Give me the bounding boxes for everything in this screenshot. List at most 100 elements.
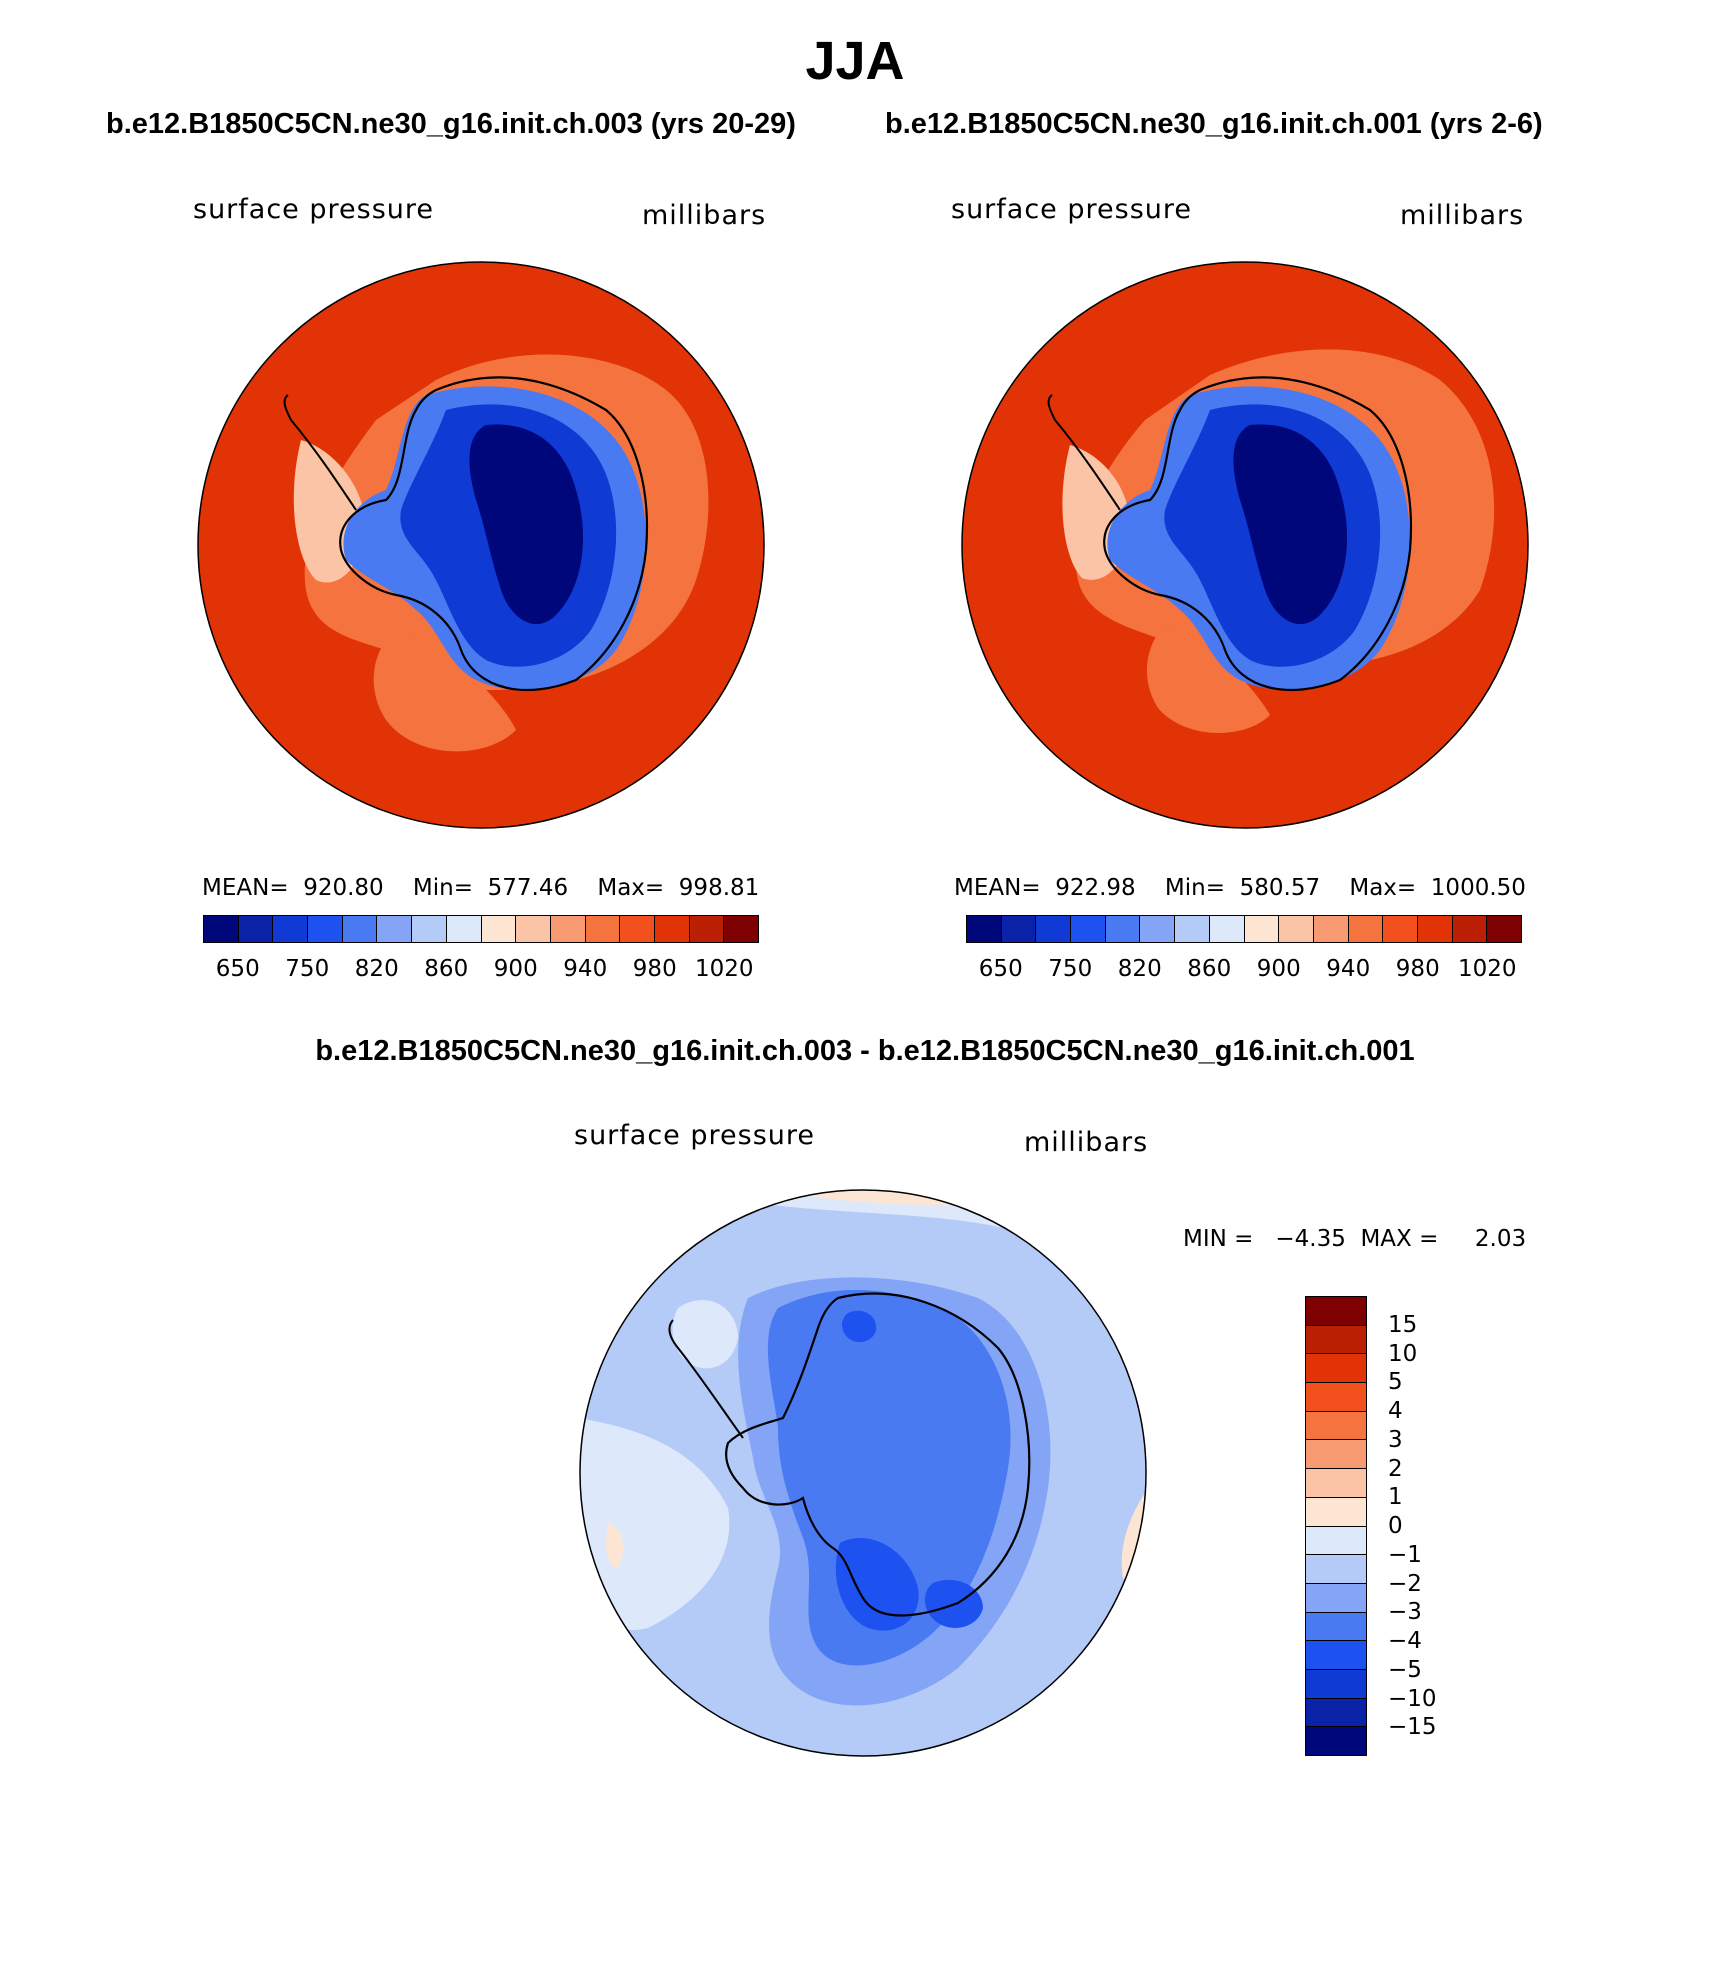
colorbar-segment <box>273 916 309 942</box>
peninsula-coastline <box>283 394 357 511</box>
panel-2-colorbar <box>966 915 1522 943</box>
colorbar-tick-label: 1020 <box>1457 956 1517 982</box>
colorbar-segment <box>689 916 725 942</box>
colorbar-tick-label: 860 <box>424 956 469 982</box>
colorbar-segment <box>1105 916 1141 942</box>
colorbar-tick-label: 900 <box>493 956 538 982</box>
colorbar-segment <box>308 916 343 942</box>
difference-darker-spot-3 <box>842 1310 877 1343</box>
difference-variable-label: surface pressure <box>574 1120 815 1151</box>
colorbar-tick-label: 900 <box>1256 956 1301 982</box>
colorbar-segment <box>1306 1469 1366 1498</box>
colorbar-segment <box>1306 1698 1366 1728</box>
colorbar-segment <box>1383 916 1418 942</box>
colorbar-tick-label: 750 <box>1048 956 1093 982</box>
colorbar-tick-label: 0 <box>1388 1513 1403 1539</box>
colorbar-segment <box>724 916 758 942</box>
colorbar-segment <box>1306 1727 1366 1755</box>
colorbar-tick-label: 1020 <box>694 956 754 982</box>
panel-1-units-label: millibars <box>642 200 767 231</box>
panel-2-units-label: millibars <box>1400 200 1525 231</box>
panel-1-colorbar-ticks: 650 750 820 860 900 940 980 1020 <box>203 956 759 982</box>
colorbar-segment <box>1313 916 1349 942</box>
colorbar-segment <box>550 916 586 942</box>
warm-ring-lobe <box>373 630 516 752</box>
panel-2-variable-label: surface pressure <box>951 194 1192 225</box>
colorbar-tick-label: 15 <box>1388 1311 1418 1338</box>
colorbar-segment <box>412 916 447 942</box>
colorbar-segment <box>481 916 517 942</box>
colorbar-tick-label: 940 <box>563 956 608 982</box>
colorbar-segment <box>620 916 655 942</box>
figure-title: JJA <box>805 31 905 91</box>
colorbar-segment <box>1306 1383 1366 1412</box>
colorbar-segment <box>1001 916 1037 942</box>
colorbar-segment <box>1209 916 1245 942</box>
difference-darker-spot-1 <box>835 1538 919 1631</box>
colorbar-segment <box>967 916 1002 942</box>
colorbar-segment <box>654 916 690 942</box>
coastline <box>1103 376 1413 692</box>
coastline <box>725 1292 1031 1617</box>
peninsula-coastline <box>668 1319 744 1439</box>
colorbar-segment <box>1306 1354 1366 1384</box>
colorbar-tick-label: 2 <box>1388 1455 1403 1482</box>
colorbar-segment <box>1348 916 1384 942</box>
panel-1-run-title: b.e12.B1850C5CN.ne30_g16.init.ch.003 (yr… <box>106 108 796 140</box>
panel-1-colorbar <box>203 915 759 943</box>
colorbar-tick-label: −15 <box>1388 1714 1437 1741</box>
colorbar-segment <box>1417 916 1453 942</box>
colorbar-segment <box>1306 1411 1366 1441</box>
panel-2-polar-map <box>961 261 1529 829</box>
colorbar-segment <box>1036 916 1072 942</box>
difference-light-region <box>580 1418 730 1630</box>
colorbar-tick-label: 650 <box>978 956 1023 982</box>
colorbar-segment <box>1452 916 1488 942</box>
colorbar-tick-label: −3 <box>1388 1599 1422 1626</box>
colorbar-segment <box>1306 1325 1366 1355</box>
colorbar-tick-label: 5 <box>1388 1369 1403 1396</box>
colorbar-segment <box>204 916 239 942</box>
colorbar-tick-label: 820 <box>354 956 399 982</box>
colorbar-tick-label: 940 <box>1326 956 1371 982</box>
panel-1-polar-map <box>197 261 765 829</box>
plateau-deep-blue <box>1233 424 1348 625</box>
colorbar-segment <box>1487 916 1521 942</box>
difference-title: b.e12.B1850C5CN.ne30_g16.init.ch.003 - b… <box>315 1035 1415 1067</box>
colorbar-segment <box>1306 1641 1366 1670</box>
colorbar-segment <box>238 916 274 942</box>
colorbar-segment <box>377 916 413 942</box>
colorbar-segment <box>342 916 378 942</box>
panel-2-colorbar-ticks: 650 750 820 860 900 940 980 1020 <box>966 956 1522 982</box>
colorbar-segment <box>1175 916 1210 942</box>
colorbar-tick-label: 750 <box>285 956 330 982</box>
plateau-deep-blue <box>469 424 584 625</box>
panel-1-stats: MEAN= 920.80 Min= 577.46 Max= 998.81 <box>202 875 760 901</box>
colorbar-segment <box>1306 1669 1366 1699</box>
colorbar-segment <box>1244 916 1280 942</box>
colorbar-segment <box>446 916 482 942</box>
difference-stats: MIN = −4.35 MAX = 2.03 <box>1183 1226 1527 1252</box>
warm-ring-lobe <box>1146 625 1270 733</box>
colorbar-segment <box>1306 1497 1366 1527</box>
colorbar-tick-label: −10 <box>1388 1685 1437 1712</box>
coastline <box>339 376 649 692</box>
colorbar-tick-label: 1 <box>1388 1484 1403 1511</box>
difference-colorbar <box>1305 1296 1367 1756</box>
difference-colorbar-ticks: 15 10 5 4 3 2 1 0 −1 −2 −3 −4 −5 −10 −15 <box>1388 1296 1468 1756</box>
colorbar-segment <box>585 916 621 942</box>
colorbar-tick-label: −1 <box>1388 1541 1422 1568</box>
colorbar-tick-label: 980 <box>1395 956 1440 982</box>
colorbar-segment <box>1140 916 1176 942</box>
difference-polar-map <box>579 1189 1147 1757</box>
colorbar-tick-label: 980 <box>632 956 677 982</box>
colorbar-tick-label: 10 <box>1388 1340 1418 1367</box>
colorbar-segment <box>1306 1555 1366 1584</box>
colorbar-segment <box>1306 1612 1366 1642</box>
colorbar-tick-label: −2 <box>1388 1570 1422 1597</box>
peninsula-coastline <box>1047 394 1121 511</box>
colorbar-segment <box>1279 916 1314 942</box>
colorbar-tick-label: 820 <box>1117 956 1162 982</box>
panel-2-stats: MEAN= 922.98 Min= 580.57 Max= 1000.50 <box>954 875 1526 901</box>
panel-2-run-title: b.e12.B1850C5CN.ne30_g16.init.ch.001 (yr… <box>885 108 1543 140</box>
